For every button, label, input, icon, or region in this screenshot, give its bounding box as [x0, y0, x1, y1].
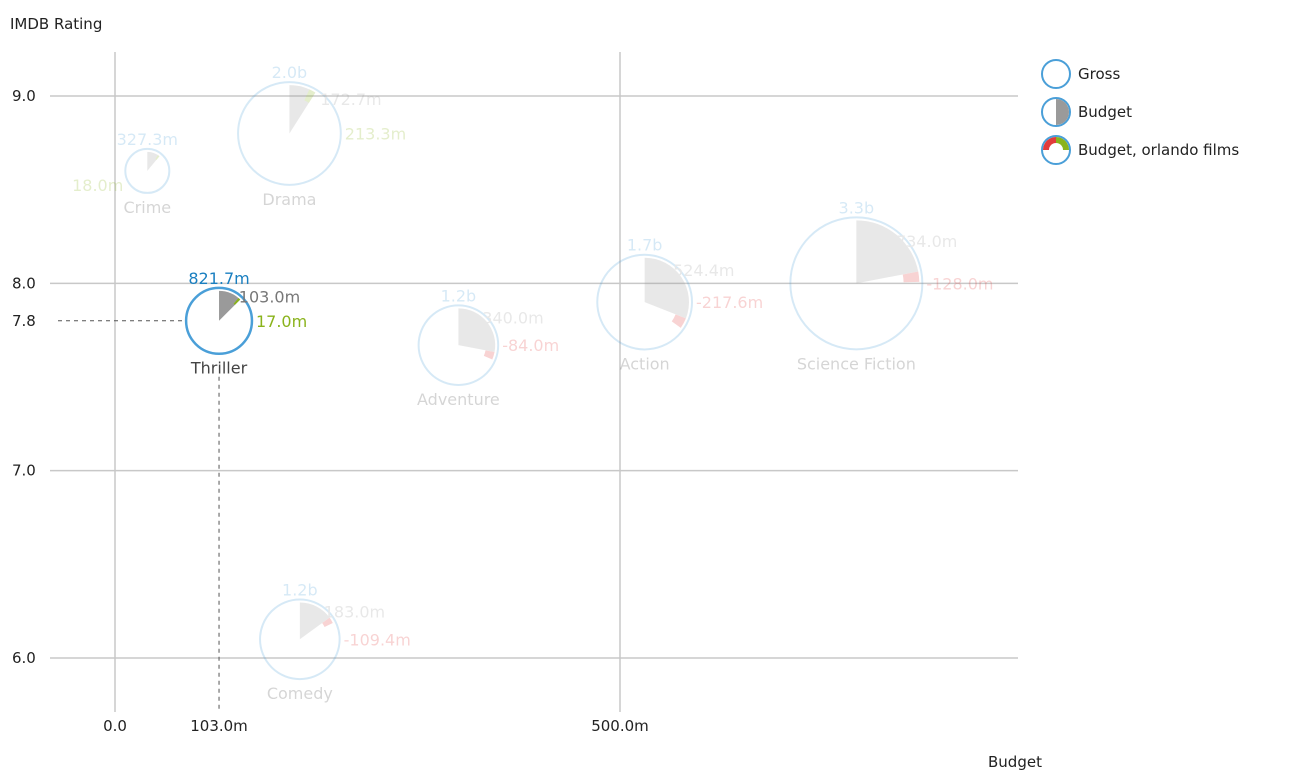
legend-item-budget-orlando[interactable]: Budget, orlando films: [1040, 131, 1239, 169]
orlando-band: [322, 617, 333, 628]
x-tick-label: 500.0m: [591, 717, 649, 735]
gross-value-label: 1.7b: [627, 236, 663, 255]
bubble-comedy[interactable]: 1.2b 183.0m -109.4m Comedy: [259, 580, 411, 703]
legend-label-budget: Budget: [1078, 103, 1132, 121]
budget-wedge: [458, 308, 496, 353]
orlando-band: [483, 350, 495, 360]
orlando-value-label: -84.0m: [502, 336, 559, 355]
orlando-value-label: 213.3m: [345, 124, 406, 143]
budget-wedge: [644, 257, 690, 319]
y-tick-label: 8.0: [12, 274, 36, 292]
y-tick-label: 9.0: [12, 87, 36, 105]
y-tick-label: 7.0: [12, 462, 36, 480]
category-label: Science Fiction: [797, 354, 916, 373]
legend: Gross Budget Budget, orlando films: [1040, 55, 1239, 169]
budget-wedge: [299, 602, 330, 640]
budget-value-label: 734.0m: [896, 232, 957, 251]
legend-item-budget[interactable]: Budget: [1040, 93, 1239, 131]
gross-circle: [259, 598, 341, 681]
gross-circle: [417, 304, 500, 386]
budget-wedge: [289, 85, 316, 134]
orlando-band: [902, 271, 920, 283]
gross-circle: [789, 216, 924, 351]
budget-value-label: 340.0m: [482, 308, 543, 327]
x-tick-label: 103.0m: [190, 717, 248, 735]
category-label: Crime: [124, 198, 172, 217]
budget-value-label: 103.0m: [239, 288, 300, 307]
orlando-value-label: -109.4m: [344, 630, 411, 649]
budget-orlando-legend-icon: [1041, 135, 1071, 165]
gross-value-label: 2.0b: [272, 63, 308, 82]
x-tick-label: 0.0: [103, 717, 127, 735]
y-axis-title: IMDB Rating: [10, 15, 102, 33]
gross-value-label: 3.3b: [839, 198, 875, 217]
category-label: Drama: [262, 190, 316, 209]
category-label: Thriller: [190, 359, 248, 378]
bubble-science-fiction[interactable]: 3.3b 734.0m -128.0m Science Fiction: [789, 198, 994, 373]
budget-legend-icon: [1041, 97, 1071, 127]
budget-value-label: 172.7m: [320, 90, 381, 109]
legend-label-budget-orlando: Budget, orlando films: [1078, 141, 1240, 159]
gross-circle: [596, 253, 694, 351]
legend-item-gross[interactable]: Gross: [1040, 55, 1239, 93]
category-label: Comedy: [267, 684, 333, 703]
gross-circle: [124, 147, 171, 194]
orlando-value-label: -128.0m: [926, 274, 993, 293]
gross-value-label: 821.7m: [188, 269, 249, 288]
gross-value-label: 1.2b: [282, 580, 318, 599]
orlando-band: [233, 298, 241, 305]
grid-layer: 9.0 8.0 7.8 7.0 6.0 0.0 103.0m 500.0m: [12, 52, 1018, 735]
legend-label-gross: Gross: [1078, 65, 1121, 83]
y-tick-label: 6.0: [12, 649, 36, 667]
budget-value-label: 183.0m: [324, 602, 385, 621]
y-tick-label: 7.8: [12, 312, 36, 330]
gross-legend-icon: [1041, 59, 1071, 89]
gross-value-label: 327.3m: [117, 130, 178, 149]
orlando-value-label: 18.0m: [72, 176, 123, 195]
budget-wedge: [147, 151, 160, 171]
orlando-value-label: -217.6m: [696, 293, 763, 312]
orlando-value-label: 17.0m: [256, 312, 307, 331]
gross-value-label: 1.2b: [441, 286, 477, 305]
bubble-drama[interactable]: 2.0b 172.7m 213.3m Drama: [237, 63, 406, 209]
budget-wedge: [219, 290, 241, 321]
bubble-action[interactable]: 1.7b 524.4m -217.6m Action: [596, 236, 763, 374]
category-label: Action: [620, 354, 670, 373]
x-axis-title: Budget: [988, 753, 1042, 771]
orlando-band: [671, 314, 686, 328]
budget-wedge: [856, 220, 919, 284]
budget-value-label: 524.4m: [673, 261, 734, 280]
category-label: Adventure: [417, 390, 500, 409]
gross-circle: [237, 81, 342, 186]
orlando-band: [155, 155, 160, 160]
bubble-adventure[interactable]: 1.2b 340.0m -84.0m Adventure: [417, 286, 559, 409]
orlando-band: [304, 89, 316, 103]
